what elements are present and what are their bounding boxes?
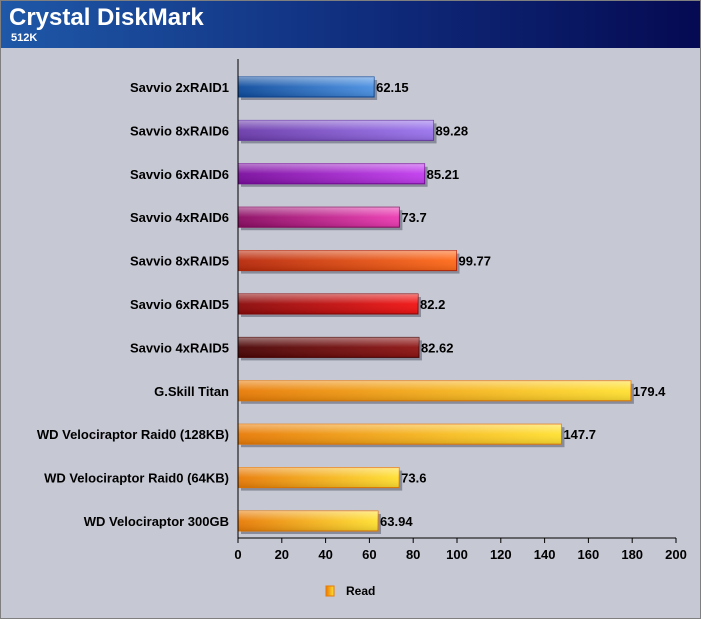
x-tick-label: 160: [578, 547, 600, 562]
data-label: 63.94: [380, 514, 413, 529]
data-label: 85.21: [427, 167, 460, 182]
bars-layer: Savvio 2xRAID1 62.15 Savvio 8xRAID6 89.28 Sa…: [37, 76, 666, 534]
bar-highlight: [238, 467, 400, 488]
bar-highlight: [238, 250, 457, 271]
x-tick-label: 40: [318, 547, 332, 562]
bar-highlight: [238, 424, 562, 445]
legend: Read: [325, 584, 375, 598]
bar-highlight: [238, 337, 419, 358]
chart-subtitle: 512K: [11, 32, 38, 44]
bar-highlight: [238, 163, 425, 184]
data-label: 99.77: [458, 254, 491, 269]
x-tick-label: 0: [234, 547, 241, 562]
x-tick-label: 200: [665, 547, 687, 562]
x-tick-label: 80: [406, 547, 420, 562]
legend-label: Read: [346, 584, 375, 598]
category-label: Savvio 8xRAID6: [130, 123, 229, 138]
bar-highlight: [238, 380, 631, 401]
bar-highlight: [238, 294, 419, 314]
bar-highlight: [238, 120, 434, 141]
category-label: Savvio 8xRAID5: [130, 254, 229, 269]
data-label: 62.15: [376, 80, 409, 95]
x-tick-label: 140: [534, 547, 556, 562]
data-label: 82.2: [420, 297, 445, 312]
category-label: G.Skill Titan: [154, 384, 229, 399]
x-tick-label: 180: [621, 547, 643, 562]
bar-highlight: [238, 207, 400, 228]
x-tick-label: 120: [490, 547, 512, 562]
x-tick-label: 100: [446, 547, 468, 562]
data-label: 73.6: [401, 471, 426, 486]
category-label: WD Velociraptor 300GB: [84, 514, 229, 529]
chart-title: Crystal DiskMark: [9, 4, 204, 31]
bar-highlight: [238, 511, 379, 531]
x-axis: 0 20 40 60 80 100 120 140 160 180 200: [234, 59, 687, 562]
data-label: 89.28: [436, 123, 469, 138]
category-label: Savvio 6xRAID6: [130, 167, 229, 182]
data-label: 82.62: [421, 340, 454, 355]
category-label: Savvio 4xRAID6: [130, 210, 229, 225]
data-label: 147.7: [563, 427, 596, 442]
category-label: WD Velociraptor Raid0 (64KB): [44, 471, 229, 486]
x-tick-label: 60: [362, 547, 376, 562]
data-label: 73.7: [401, 210, 426, 225]
category-label: WD Velociraptor Raid0 (128KB): [37, 427, 229, 442]
x-tick-label: 20: [275, 547, 289, 562]
chart-header: Crystal DiskMark 512K: [1, 1, 700, 48]
bar-highlight: [238, 77, 375, 97]
category-label: Savvio 2xRAID1: [130, 80, 229, 95]
legend-swatch: [325, 585, 335, 597]
data-label: 179.4: [633, 384, 666, 399]
category-label: Savvio 4xRAID5: [130, 340, 229, 355]
category-label: Savvio 6xRAID5: [130, 297, 229, 312]
